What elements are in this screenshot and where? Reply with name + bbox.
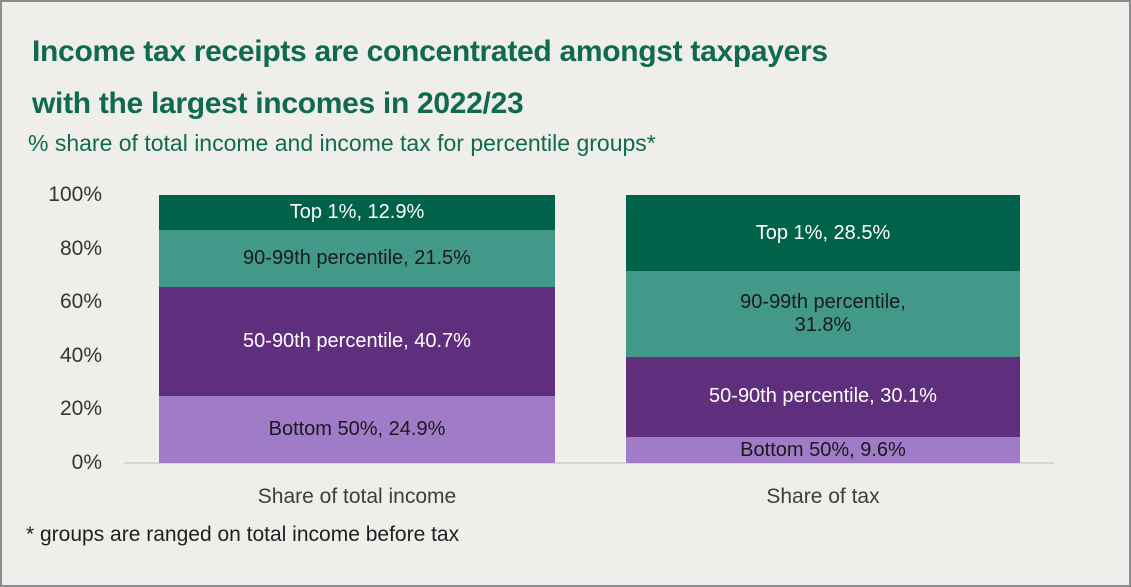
y-axis-tick-100: 100% <box>48 183 102 206</box>
chart-title-line2: with the largest incomes in 2022/23 <box>32 87 524 120</box>
segment-label: Bottom 50%, 9.6% <box>740 438 906 461</box>
bar-segment-bottom-50-tax: Bottom 50%, 9.6% <box>626 437 1020 463</box>
segment-label: 90-99th percentile, 21.5% <box>243 246 471 269</box>
y-axis-tick-0: 0% <box>71 451 102 474</box>
segment-label: 50-90th percentile, 30.1% <box>709 385 937 408</box>
footnote: * groups are ranged on total income befo… <box>26 523 460 546</box>
bar-segment-top-1-tax: Top 1%, 28.5% <box>626 195 1020 272</box>
segment-label: 50-90th percentile, 40.7% <box>243 330 471 353</box>
bar-segment-90-99th-income: 90-99th percentile, 21.5% <box>159 229 555 288</box>
y-axis-tick-20: 20% <box>59 397 102 421</box>
bar-segment-90-99th-tax: 90-99th percentile, 31.8% <box>626 271 1020 357</box>
category-label-share-of-tax: Share of tax <box>766 485 880 508</box>
bar-segment-50-90th-tax: 50-90th percentile, 30.1% <box>626 356 1020 438</box>
chart-title-line1: Income tax receipts are concentrated amo… <box>32 35 828 68</box>
segment-label: Top 1%, 28.5% <box>755 221 891 244</box>
bar-segment-50-90th-income: 50-90th percentile, 40.7% <box>159 287 555 397</box>
x-axis-baseline <box>124 462 1054 464</box>
segment-label: Bottom 50%, 24.9% <box>268 418 446 441</box>
y-axis-tick-40: 40% <box>59 343 102 367</box>
segment-label: Top 1%, 12.9% <box>289 200 425 223</box>
stacked-bar-share-of-total-income: Top 1%, 12.9% 90-99th percentile, 21.5% … <box>159 195 555 463</box>
y-axis-tick-60: 60% <box>59 290 102 314</box>
bar-segment-bottom-50-income: Bottom 50%, 24.9% <box>159 396 555 463</box>
segment-label: 90-99th percentile, 31.8% <box>740 290 906 336</box>
bar-segment-top-1-income: Top 1%, 12.9% <box>159 195 555 230</box>
y-axis-tick-80: 80% <box>59 236 102 260</box>
chart-subtitle: % share of total income and income tax f… <box>28 130 656 156</box>
stacked-bar-share-of-tax: Top 1%, 28.5% 90-99th percentile, 31.8% … <box>626 195 1020 463</box>
category-label-share-of-total-income: Share of total income <box>257 485 457 508</box>
chart-title: Income tax receipts are concentrated amo… <box>32 26 828 130</box>
